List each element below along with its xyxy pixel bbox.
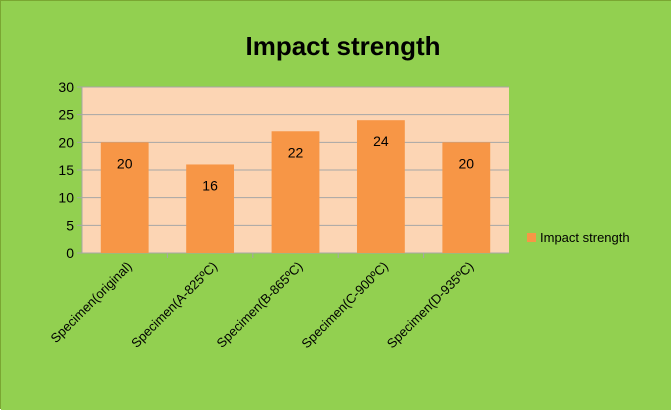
- y-axis-ticks: 0 5 10 15 20 25 30: [58, 79, 74, 261]
- bar: [271, 131, 320, 253]
- data-label: 16: [202, 177, 218, 193]
- bar: [100, 142, 149, 253]
- y-tick-label: 20: [58, 134, 74, 150]
- data-label: 20: [459, 155, 475, 171]
- data-label: 22: [288, 144, 304, 160]
- data-label: 20: [117, 155, 133, 171]
- y-tick-label: 5: [66, 217, 74, 233]
- data-label: 24: [373, 133, 389, 149]
- bars: [100, 120, 491, 253]
- y-tick-label: 25: [58, 107, 74, 123]
- bar: [356, 120, 405, 253]
- y-tick-label: 30: [58, 79, 74, 95]
- legend: Impact strength: [527, 230, 630, 245]
- y-tick-label: 15: [58, 162, 74, 178]
- data-labels: 20 16 22 24 20: [117, 133, 474, 193]
- y-tick-label: 0: [66, 245, 74, 261]
- legend-label: Impact strength: [540, 230, 630, 245]
- chart-title: Impact strength: [245, 31, 440, 61]
- legend-swatch: [527, 233, 536, 242]
- bar: [186, 164, 235, 253]
- bar: [442, 142, 491, 253]
- y-tick-label: 10: [58, 190, 74, 206]
